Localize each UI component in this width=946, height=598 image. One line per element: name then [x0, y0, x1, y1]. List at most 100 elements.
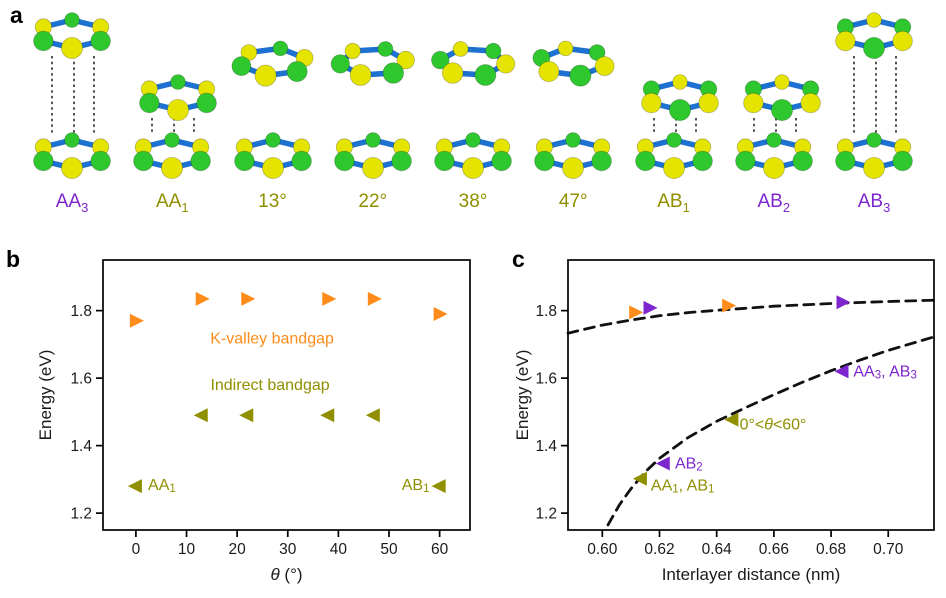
green-atom: [264, 132, 281, 148]
yellow-atom: [562, 156, 585, 179]
green-atom: [272, 40, 288, 57]
green-atom: [565, 132, 582, 148]
yellow-atom: [866, 12, 882, 28]
structure-label-r13: 13°: [258, 191, 287, 212]
x-tick-label: 0: [132, 541, 141, 558]
panel-letter-a: a: [10, 2, 23, 28]
green-atom: [382, 62, 404, 84]
molecule-drawing-AB3: [835, 12, 913, 179]
annotation-k-valley-bandgap: K-valley bandgap: [210, 330, 334, 347]
green-atom: [90, 150, 111, 172]
green-atom: [196, 92, 218, 114]
yellow-atom: [742, 92, 764, 114]
y-tick-label: 1.8: [70, 303, 92, 320]
data-marker-indirect-rotated: [632, 471, 647, 486]
stacking-structures-row: AA3 AA1 13° 22° 38° 47° AB1 AB2 AB3: [0, 8, 946, 214]
green-atom: [33, 150, 54, 172]
green-atom: [835, 150, 856, 172]
yellow-atom: [496, 54, 516, 74]
molecule-drawing-r13: [230, 40, 313, 179]
y-tick-label: 1.4: [535, 438, 557, 455]
green-atom: [330, 54, 350, 74]
structure-label-r22: 22°: [358, 191, 388, 212]
data-marker-Indirect bandgap: [365, 408, 380, 423]
yellow-atom: [261, 156, 284, 179]
green-atom: [792, 150, 813, 172]
green-atom: [233, 150, 255, 172]
yellow-atom: [361, 156, 384, 179]
trend-curve-indirect-trend: [606, 335, 936, 527]
x-tick-label: 0.62: [644, 541, 674, 558]
y-tick-label: 1.8: [535, 303, 557, 320]
x-tick-label: 0.68: [816, 541, 846, 558]
annotation-AB2: AB2: [675, 455, 703, 474]
annotation-AB1: AB1: [402, 477, 430, 496]
yellow-atom: [773, 74, 790, 90]
data-marker-K-valley bandgap: [433, 307, 448, 321]
x-tick-label: 10: [178, 541, 196, 558]
structure-r22: 22°: [323, 8, 423, 214]
x-tick-label: 20: [229, 541, 247, 558]
x-tick-label: 0.60: [587, 541, 618, 558]
molecule-drawing-r47: [532, 40, 615, 179]
data-marker-k-valley-aligned: [643, 300, 658, 315]
yellow-atom: [762, 156, 785, 179]
yellow-atom: [594, 56, 615, 76]
structure-label-r38: 38°: [458, 191, 488, 212]
data-marker-indirect-aligned: [834, 364, 849, 379]
bandgap-vs-twist-angle-chart: 0 10 20 30 40 50 60 1.2 1.4 1.6 1.8 θ (°) Energy (eV…: [36, 259, 471, 584]
green-atom: [164, 132, 181, 148]
green-atom: [665, 132, 682, 148]
yellow-atom: [344, 42, 361, 60]
structure-AB2: AB2: [724, 8, 824, 214]
yellow-atom: [61, 156, 84, 179]
green-atom: [465, 132, 481, 148]
yellow-atom: [167, 99, 190, 122]
yellow-atom: [558, 40, 574, 57]
y-tick-label: 1.2: [70, 506, 92, 523]
green-atom: [485, 42, 502, 60]
x-tick-label: 0.64: [702, 541, 733, 558]
x-tick-label: 40: [330, 541, 348, 558]
green-atom: [431, 50, 450, 70]
molecule-drawing-AB1: [634, 74, 719, 179]
yellow-atom: [835, 30, 856, 52]
data-marker-K-valley bandgap: [129, 313, 144, 328]
green-atom: [170, 74, 187, 90]
green-atom: [333, 150, 355, 172]
structure-label-AB3: AB3: [857, 191, 891, 215]
annotation-theta-range: 0°<θ<60°: [740, 416, 807, 433]
green-atom: [90, 30, 111, 52]
green-atom: [892, 150, 913, 172]
structure-label-AA1: AA1: [155, 191, 189, 215]
data-marker-indirect-rotated: [724, 412, 739, 427]
yellow-atom: [462, 156, 485, 179]
green-atom: [64, 12, 80, 28]
green-atom: [668, 99, 691, 122]
y-tick-label: 1.2: [535, 506, 557, 523]
x-tick-label: 30: [279, 541, 297, 558]
structure-r38: 38°: [423, 8, 523, 214]
data-marker-Indirect bandgap: [320, 408, 335, 423]
panel-letter-b: b: [6, 246, 21, 272]
data-marker-K-valley bandgap: [241, 291, 256, 306]
yellow-atom: [671, 74, 688, 90]
green-atom: [491, 150, 512, 172]
x-tick-label: 60: [431, 541, 449, 558]
green-atom: [474, 64, 497, 86]
panel-a-stacking-structures: a AA3 AA1 13° 22° 38° 47° AB1 AB2 AB3: [0, 0, 946, 240]
yellow-atom: [442, 62, 464, 84]
annotation-AA1-AB1: AA1, AB1: [651, 477, 715, 496]
green-atom: [190, 150, 212, 172]
data-marker-K-valley bandgap: [322, 291, 337, 306]
data-marker-k-valley-rotated: [722, 298, 737, 313]
x-axis-label: Interlayer distance (nm): [662, 565, 841, 584]
structure-AA3: AA3: [22, 8, 122, 214]
yellow-atom: [396, 50, 415, 70]
structure-AB3: AB3: [824, 8, 924, 214]
data-marker-K-valley bandgap: [367, 291, 382, 306]
yellow-atom: [161, 156, 184, 179]
molecule-drawing-r38: [431, 41, 516, 179]
y-tick-label: 1.4: [70, 438, 92, 455]
green-atom: [64, 132, 80, 148]
